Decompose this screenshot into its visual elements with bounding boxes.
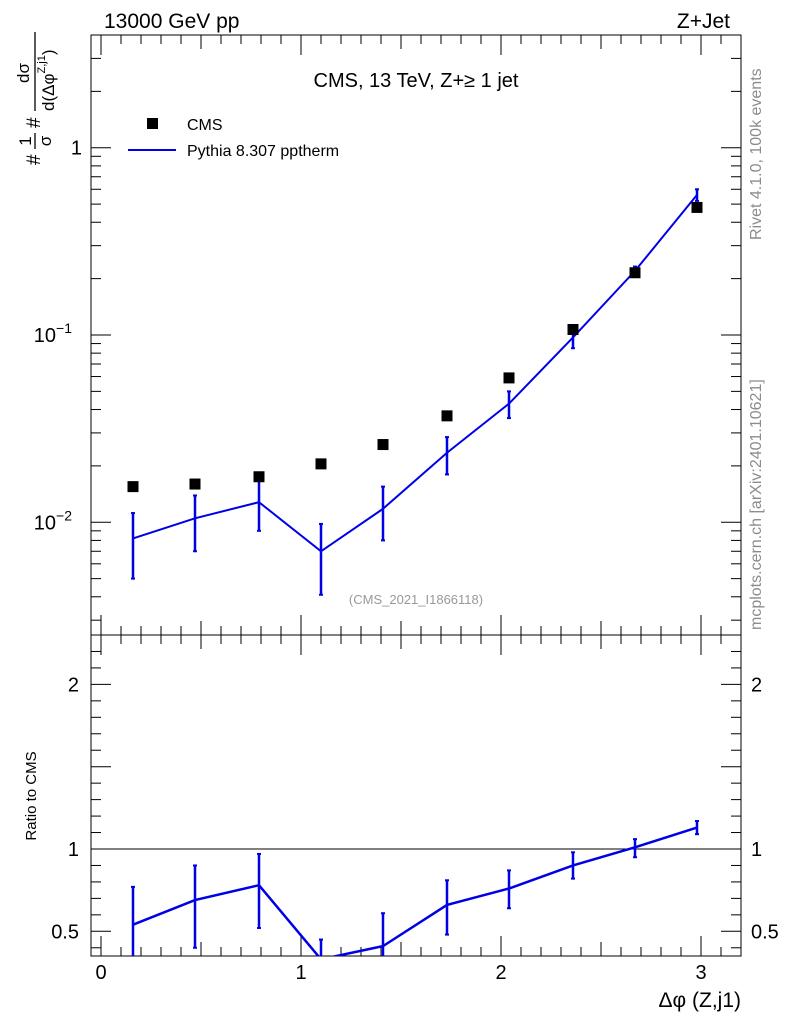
mcplots-label: mcplots.cern.ch [arXiv:2401.10621] [748, 379, 765, 630]
ratio-ytick-0.5-left: 0.5 [51, 921, 79, 943]
legend-data-label: CMS [187, 117, 223, 134]
legend-mc-label: Pythia 8.307 pptherm [187, 143, 339, 160]
cms-data-point [567, 323, 579, 335]
cms-data-point [127, 481, 139, 493]
ylabel-hash-2: # [24, 117, 45, 128]
cms-data-point [253, 471, 265, 483]
analysis-watermark: (CMS_2021_I1866118) [349, 592, 483, 607]
ytick-label-0.1: 10−1 [34, 320, 72, 347]
main-axis-ticks [91, 34, 741, 635]
ylabel-frac2-den: d(ΔφZ,j1) [36, 49, 58, 111]
main-plot-panel: 1 10−1 10−2 # 1 σ # dσ d(ΔφZ,j1) CMS, 13… [14, 32, 742, 636]
cms-data-point [377, 439, 389, 451]
ylabel-frac2-num: dσ [14, 63, 33, 83]
cms-data-point [691, 201, 703, 213]
xtick-label-3: 3 [695, 962, 706, 984]
legend-data-marker [147, 118, 158, 129]
ylabel-frac1-den: σ [36, 135, 55, 146]
ratio-ytick-2-right: 2 [751, 674, 762, 696]
ratio-line [132, 826, 698, 956]
ratio-series [131, 820, 699, 956]
ratio-ytick-2-left: 2 [68, 674, 79, 696]
legend: CMS Pythia 8.307 pptherm [128, 117, 339, 160]
main-series [127, 188, 703, 596]
mc-line [132, 194, 698, 553]
cms-data-point [441, 410, 453, 422]
xtick-label-2: 2 [495, 962, 506, 984]
xlabel: Δφ (Z,j1) [659, 989, 741, 1012]
plot-title: CMS, 13 TeV, Z+≥ 1 jet [314, 70, 519, 92]
ratio-axis-ticks [91, 635, 741, 956]
cms-data-point [189, 478, 201, 490]
xtick-label-1: 1 [295, 962, 306, 984]
header-right: Z+Jet [677, 10, 730, 33]
ratio-ytick-1-left: 1 [68, 839, 79, 861]
cms-data-point [503, 372, 515, 384]
header-left: 13000 GeV pp [104, 10, 239, 33]
ratio-ytick-0.5-right: 0.5 [751, 921, 779, 943]
ylabel-frac1-num: 1 [16, 136, 35, 145]
main-ylabel: # 1 σ # dσ d(ΔφZ,j1) [14, 32, 58, 165]
cms-data-point [315, 458, 327, 470]
ytick-label-0.01: 10−2 [34, 507, 72, 534]
rivet-label: Rivet 4.1.0, 100k events [748, 68, 765, 240]
xtick-label-0: 0 [95, 962, 106, 984]
ratio-ytick-1-right: 1 [751, 839, 762, 861]
main-ytick-labels: 1 10−1 10−2 [34, 138, 82, 535]
ylabel-hash-1: # [24, 154, 45, 165]
ratio-ylabel: Ratio to CMS [23, 751, 40, 840]
cms-data-point [629, 267, 641, 279]
ratio-frame [90, 634, 742, 957]
ratio-plot-panel: 0.5 1 2 0.5 1 2 Ratio to CMS 0 1 2 3 Δφ … [23, 634, 779, 1012]
ytick-label-1: 1 [71, 138, 82, 160]
